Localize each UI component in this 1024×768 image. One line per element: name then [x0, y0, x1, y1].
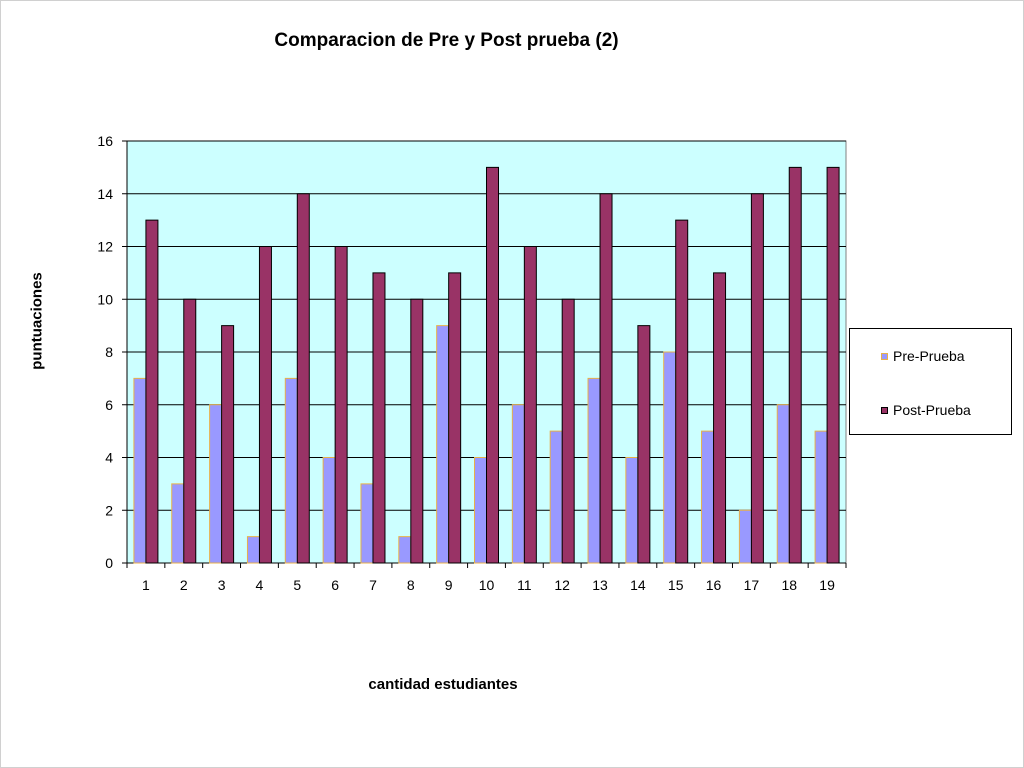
bar-pre-prueba [171, 483, 185, 564]
x-tick-label: 10 [479, 577, 495, 593]
bar-post-prueba [675, 219, 689, 564]
x-tick-label: 4 [256, 577, 264, 593]
bar-post-prueba [296, 193, 310, 564]
bar-post-prueba [523, 246, 537, 564]
bar-post-prueba [258, 246, 272, 564]
bar-pre-prueba [663, 351, 677, 564]
bar-pre-prueba [814, 430, 828, 564]
bar-post-prueba [599, 193, 613, 564]
x-tick-label: 15 [668, 577, 684, 593]
bar-post-prueba [221, 325, 235, 564]
legend-label-pre: Pre-Prueba [893, 348, 965, 364]
bar-pre-prueba [398, 536, 412, 564]
bar-pre-prueba [625, 457, 639, 564]
bar-post-prueba [750, 193, 764, 564]
x-tick-label: 14 [630, 577, 646, 593]
x-tick-label: 2 [180, 577, 188, 593]
x-tick-label: 9 [445, 577, 453, 593]
bar-pre-prueba [133, 377, 147, 564]
x-tick-label: 18 [781, 577, 797, 593]
chart-title: Comparacion de Pre y Post prueba (2) [274, 30, 619, 51]
x-tick-label: 13 [592, 577, 608, 593]
x-axis-title: cantidad estudiantes [368, 676, 518, 693]
bar-pre-prueba [360, 483, 374, 564]
bar-pre-prueba [474, 457, 487, 564]
bar-pre-prueba [511, 404, 525, 564]
y-tick-label: 6 [105, 397, 113, 413]
x-tick-label: 12 [554, 577, 570, 593]
bar-post-prueba [713, 272, 727, 564]
bar-post-prueba [561, 298, 575, 564]
legend-item-pre: Pre-Prueba [881, 348, 965, 364]
bar-post-prueba [372, 272, 386, 564]
bar-pre-prueba [436, 325, 450, 564]
legend-label-post: Post-Prueba [893, 402, 971, 418]
bar-pre-prueba [738, 509, 752, 564]
x-tick-label: 7 [369, 577, 377, 593]
bar-post-prueba [334, 246, 348, 564]
legend-swatch-post [881, 406, 888, 414]
y-tick-label: 2 [105, 502, 113, 518]
bar-pre-prueba [549, 430, 563, 564]
bar-pre-prueba [284, 377, 298, 564]
bar-post-prueba [410, 298, 424, 564]
bar-post-prueba [486, 166, 499, 564]
bar-pre-prueba [322, 457, 336, 564]
x-tick-label: 11 [517, 577, 532, 593]
y-tick-label: 4 [105, 450, 113, 466]
bar-pre-prueba [246, 536, 260, 564]
y-tick-label: 14 [97, 186, 113, 202]
legend-swatch-pre [881, 352, 888, 360]
y-tick-label: 12 [97, 239, 113, 255]
bar-pre-prueba [209, 404, 223, 564]
x-tick-label: 5 [293, 577, 301, 593]
x-tick-label: 16 [706, 577, 722, 593]
x-tick-label: 3 [218, 577, 226, 593]
bar-pre-prueba [701, 430, 715, 564]
bar-post-prueba [826, 166, 840, 564]
y-tick-label: 16 [97, 133, 113, 149]
legend: Pre-Prueba Post-Prueba [849, 328, 1012, 435]
x-tick-label: 1 [142, 577, 150, 593]
bar-post-prueba [183, 298, 197, 564]
bar-post-prueba [788, 166, 802, 564]
bar-pre-prueba [776, 404, 790, 564]
y-tick-label: 10 [97, 291, 113, 307]
legend-item-post: Post-Prueba [881, 402, 971, 418]
bar-post-prueba [448, 272, 462, 564]
y-tick-label: 8 [105, 344, 113, 360]
bar-pre-prueba [587, 377, 601, 564]
x-tick-label: 8 [407, 577, 415, 593]
bar-post-prueba [145, 219, 159, 564]
x-tick-label: 6 [331, 577, 339, 593]
x-tick-label: 19 [819, 577, 835, 593]
bar-post-prueba [637, 325, 651, 564]
y-tick-label: 0 [105, 555, 113, 571]
x-tick-label: 17 [744, 577, 760, 593]
